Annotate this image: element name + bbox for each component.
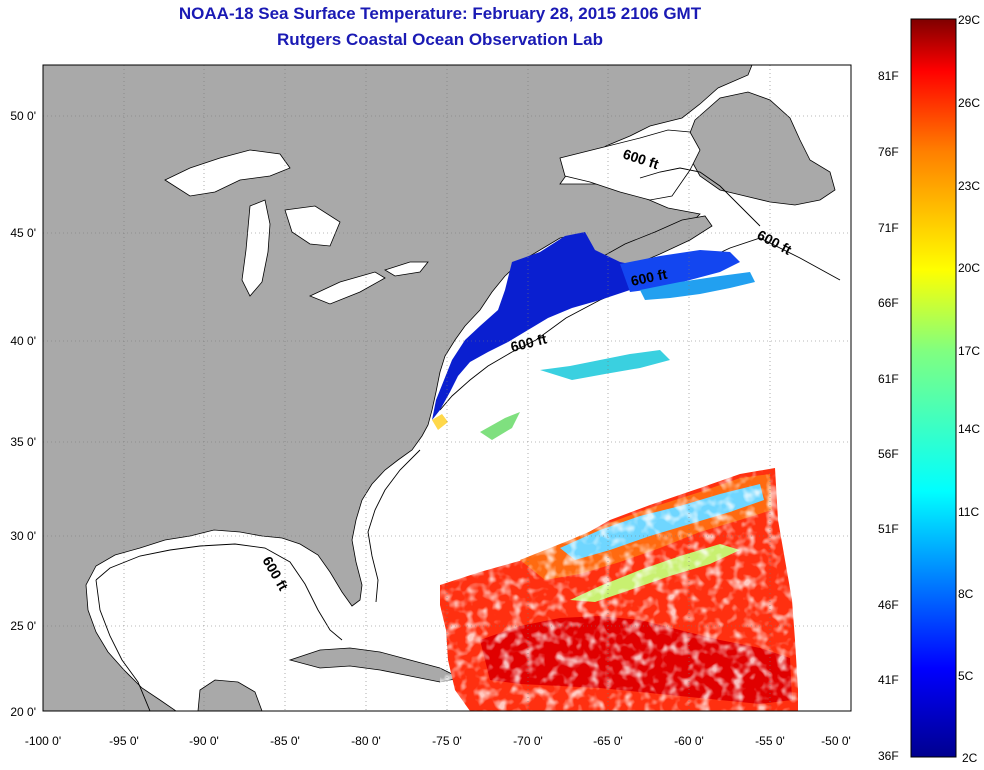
lon-tick-label: -70 0' (513, 734, 543, 748)
colorbar-f-label: 51F (878, 522, 899, 536)
newfoundland-land (687, 91, 836, 206)
colorbar-f-label: 36F (878, 749, 899, 763)
lat-tick-label: 50 0' (10, 109, 36, 123)
colorbar-f-label: 81F (878, 69, 899, 83)
colorbar-c-label: 29C (958, 13, 980, 27)
colorbar-c-label: 11C (958, 505, 979, 519)
lon-tick-label: -60 0' (674, 734, 704, 748)
lon-tick-label: -50 0' (821, 734, 851, 748)
colorbar-f-label: 76F (878, 145, 899, 159)
map-frame (42, 64, 852, 712)
lon-tick-label: -65 0' (593, 734, 623, 748)
lon-tick-label: -85 0' (270, 734, 300, 748)
colorbar-c-label: 23C (958, 179, 980, 193)
lon-tick-label: -100 0' (25, 734, 61, 748)
temperature-colorbar: 81F 76F 71F 66F 61F 56F 51F 46F 41F 36F … (878, 13, 980, 765)
colorbar-c-label: 26C (958, 96, 980, 110)
north-america-land (43, 65, 753, 711)
lon-tick-label: -95 0' (109, 734, 139, 748)
map-subtitle: Rutgers Coastal Ocean Observation Lab (277, 30, 603, 49)
colorbar-f-label: 71F (878, 221, 899, 235)
lon-tick-label: -80 0' (351, 734, 381, 748)
lat-tick-label: 45 0' (10, 226, 36, 240)
lat-lon-grid (43, 65, 851, 711)
lon-tick-label: -90 0' (189, 734, 219, 748)
lat-tick-label: 30 0' (10, 529, 36, 543)
colorbar-gradient (910, 18, 957, 758)
colorbar-f-label: 66F (878, 296, 899, 310)
depth-label-scotian-shelf: 600 ft (629, 266, 668, 289)
longitude-axis: -100 0' -95 0' -90 0' -85 0' -80 0' -75 … (25, 734, 851, 748)
lat-tick-label: 20 0' (10, 705, 36, 719)
colorbar-c-label: 8C (958, 587, 974, 601)
lat-tick-label: 40 0' (10, 334, 36, 348)
great-lakes (164, 149, 429, 305)
lon-tick-label: -55 0' (755, 734, 785, 748)
colorbar-c-label: 17C (958, 344, 980, 358)
yucatan-land (197, 679, 263, 711)
colorbar-c-label: 5C (958, 669, 974, 683)
colorbar-c-label: 14C (958, 422, 980, 436)
map-title: NOAA-18 Sea Surface Temperature: Februar… (178, 4, 702, 23)
colorbar-f-label: 41F (878, 673, 899, 687)
colorbar-f-label: 56F (878, 447, 899, 461)
lat-tick-label: 35 0' (10, 435, 36, 449)
lon-tick-label: -75 0' (432, 734, 462, 748)
colorbar-c-label: 2C (962, 751, 978, 765)
lat-tick-label: 25 0' (10, 619, 36, 633)
colorbar-c-label: 20C (958, 261, 980, 275)
latitude-axis: 50 0' 45 0' 40 0' 35 0' 30 0' 25 0' 20 0… (10, 109, 36, 719)
colorbar-f-label: 46F (878, 598, 899, 612)
cloud-mask (440, 470, 800, 711)
sst-shelf-cold (432, 232, 755, 440)
colorbar-f-label: 61F (878, 372, 899, 386)
